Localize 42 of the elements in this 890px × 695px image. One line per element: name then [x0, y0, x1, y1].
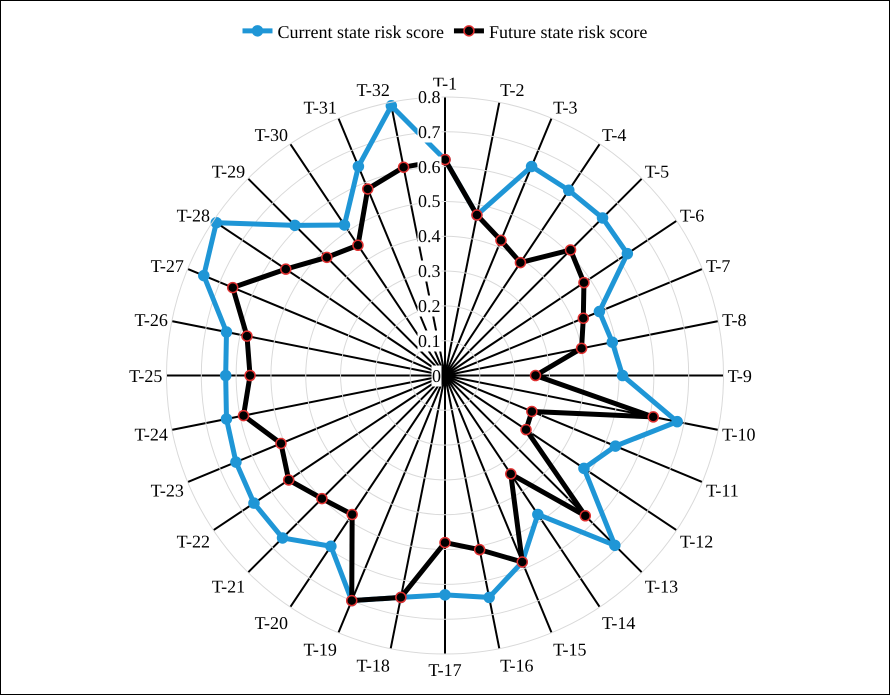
spoke-label: T-24 — [134, 424, 168, 444]
spoke-label: T-19 — [304, 640, 337, 660]
spoke-label: T-21 — [212, 576, 246, 597]
y-tick-label: 0.2 — [418, 296, 440, 316]
spoke-label: T-10 — [722, 424, 756, 444]
y-tick-label: 0.5 — [418, 191, 440, 211]
y-tick-label: 0.7 — [418, 122, 440, 142]
spoke-label: T-30 — [254, 125, 288, 146]
spoke-label: T-2 — [500, 80, 524, 100]
legend-label: Current state risk score — [278, 22, 444, 42]
spoke-label: T-31 — [304, 97, 337, 118]
spoke-label: T-20 — [254, 612, 288, 633]
spoke-label: T-5 — [644, 162, 670, 182]
spoke-label: T-25 — [129, 366, 162, 386]
spoke-label: T-14 — [602, 612, 636, 633]
spoke-label: T-16 — [500, 656, 534, 676]
spoke-label: T-9 — [728, 366, 752, 386]
spoke-label: T-17 — [428, 660, 462, 680]
spoke-label: T-4 — [602, 125, 626, 146]
spoke-label: T-7 — [706, 256, 730, 276]
y-tick-label: 0.8 — [418, 87, 440, 107]
y-tick-label: 0.4 — [418, 226, 440, 246]
spoke-label: T-11 — [706, 480, 739, 500]
y-tick-label: 0 — [432, 366, 441, 386]
spoke-label: T-26 — [134, 310, 168, 330]
spoke-label: T-27 — [150, 256, 184, 276]
spoke-label: T-13 — [644, 576, 678, 597]
spoke-label: T-3 — [553, 97, 578, 118]
spoke-label: T-6 — [680, 206, 704, 226]
spoke-label: T-28 — [176, 206, 210, 226]
y-tick-label: 0.3 — [418, 261, 440, 281]
spoke-label: T-18 — [356, 656, 390, 676]
legend-label: Future state risk score — [488, 22, 648, 42]
spoke-label: T-15 — [553, 640, 586, 660]
spoke-label: T-8 — [722, 310, 747, 330]
y-tick-label: 0.1 — [418, 331, 440, 351]
spoke-label: T-12 — [680, 532, 714, 552]
spoke-label: T-29 — [212, 162, 246, 182]
spoke-label: T-22 — [176, 532, 210, 552]
spoke-label: T-23 — [150, 480, 184, 500]
y-tick-label: 0.6 — [418, 157, 440, 177]
spoke-label: T-32 — [356, 80, 390, 100]
